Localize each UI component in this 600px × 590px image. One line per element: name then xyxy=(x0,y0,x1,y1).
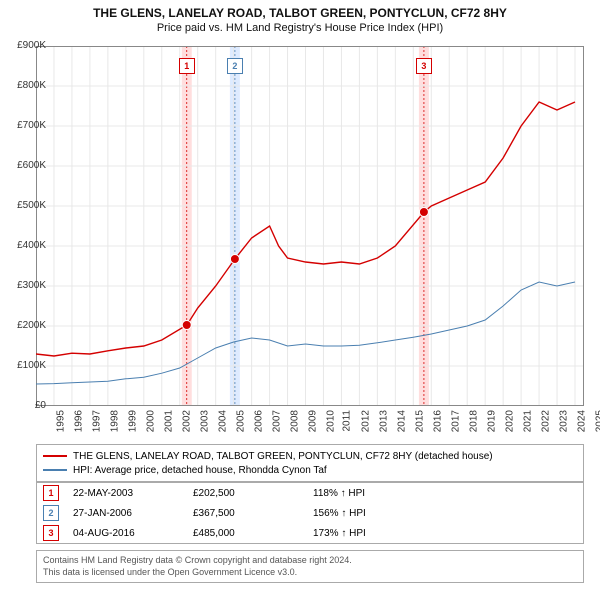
price-chart xyxy=(36,46,584,406)
x-tick-label: 2019 xyxy=(486,410,497,432)
x-tick-label: 2022 xyxy=(540,410,551,432)
legend-swatch xyxy=(43,469,67,471)
x-tick-label: 2023 xyxy=(558,410,569,432)
x-tick-label: 1998 xyxy=(109,410,120,432)
x-tick-label: 2017 xyxy=(451,410,462,432)
table-date: 27-JAN-2006 xyxy=(73,508,193,519)
table-marker-badge: 2 xyxy=(43,505,59,521)
x-tick-label: 2015 xyxy=(415,410,426,432)
plot-area xyxy=(36,46,584,406)
attribution-footer: Contains HM Land Registry data © Crown c… xyxy=(36,550,584,583)
x-tick-label: 2000 xyxy=(145,410,156,432)
y-tick-label: £700K xyxy=(17,120,46,131)
x-tick-label: 2012 xyxy=(361,410,372,432)
table-pct: 173% ↑ HPI xyxy=(313,528,463,539)
transaction-table: 1 22-MAY-2003£202,500118% ↑ HPI 2 27-JAN-20… xyxy=(36,482,584,544)
table-pct: 118% ↑ HPI xyxy=(313,488,463,499)
legend-row: THE GLENS, LANELAY ROAD, TALBOT GREEN, P… xyxy=(43,449,577,463)
x-tick-label: 2001 xyxy=(163,410,174,432)
legend-label: HPI: Average price, detached house, Rhon… xyxy=(73,465,327,476)
legend: THE GLENS, LANELAY ROAD, TALBOT GREEN, P… xyxy=(36,444,584,482)
x-tick-label: 1996 xyxy=(73,410,84,432)
y-tick-label: £100K xyxy=(17,360,46,371)
table-row: 2 27-JAN-2006£367,500156% ↑ HPI xyxy=(37,503,583,523)
x-tick-label: 2006 xyxy=(253,410,264,432)
y-tick-label: £800K xyxy=(17,80,46,91)
x-tick-label: 1995 xyxy=(55,410,66,432)
y-tick-label: £600K xyxy=(17,160,46,171)
table-row: 1 22-MAY-2003£202,500118% ↑ HPI xyxy=(37,483,583,503)
transaction-marker-badge: 2 xyxy=(227,58,243,74)
legend-label: THE GLENS, LANELAY ROAD, TALBOT GREEN, P… xyxy=(73,451,493,462)
x-tick-label: 2010 xyxy=(325,410,336,432)
y-tick-label: £200K xyxy=(17,320,46,331)
x-tick-label: 2016 xyxy=(433,410,444,432)
x-tick-label: 2007 xyxy=(271,410,282,432)
y-tick-label: £400K xyxy=(17,240,46,251)
y-tick-label: £500K xyxy=(17,200,46,211)
chart-title: THE GLENS, LANELAY ROAD, TALBOT GREEN, P… xyxy=(0,6,600,20)
x-tick-label: 2009 xyxy=(307,410,318,432)
table-date: 22-MAY-2003 xyxy=(73,488,193,499)
x-tick-label: 2018 xyxy=(468,410,479,432)
legend-row: HPI: Average price, detached house, Rhon… xyxy=(43,463,577,477)
y-tick-label: £0 xyxy=(35,400,46,411)
footer-line-1: Contains HM Land Registry data © Crown c… xyxy=(43,555,577,567)
x-tick-label: 2003 xyxy=(199,410,210,432)
table-date: 04-AUG-2016 xyxy=(73,528,193,539)
table-price: £485,000 xyxy=(193,528,313,539)
y-tick-label: £300K xyxy=(17,280,46,291)
table-pct: 156% ↑ HPI xyxy=(313,508,463,519)
x-tick-label: 2005 xyxy=(235,410,246,432)
x-tick-label: 2025 xyxy=(594,410,600,432)
table-marker-badge: 1 xyxy=(43,485,59,501)
x-tick-label: 2013 xyxy=(379,410,390,432)
table-price: £202,500 xyxy=(193,488,313,499)
x-tick-label: 2008 xyxy=(289,410,300,432)
chart-subtitle: Price paid vs. HM Land Registry's House … xyxy=(0,22,600,34)
transaction-marker-badge: 1 xyxy=(179,58,195,74)
y-tick-label: £900K xyxy=(17,40,46,51)
x-tick-label: 2014 xyxy=(397,410,408,432)
transaction-marker-badge: 3 xyxy=(416,58,432,74)
x-tick-label: 1999 xyxy=(127,410,138,432)
page: THE GLENS, LANELAY ROAD, TALBOT GREEN, P… xyxy=(0,0,600,590)
table-marker-badge: 3 xyxy=(43,525,59,541)
table-price: £367,500 xyxy=(193,508,313,519)
x-tick-label: 2011 xyxy=(342,410,353,432)
footer-line-2: This data is licensed under the Open Gov… xyxy=(43,567,577,579)
x-tick-label: 2021 xyxy=(522,410,533,432)
x-tick-label: 2020 xyxy=(504,410,515,432)
x-tick-label: 2024 xyxy=(576,410,587,432)
x-tick-label: 1997 xyxy=(91,410,102,432)
legend-swatch xyxy=(43,455,67,457)
x-tick-label: 2002 xyxy=(181,410,192,432)
table-row: 3 04-AUG-2016£485,000173% ↑ HPI xyxy=(37,523,583,543)
x-tick-label: 2004 xyxy=(217,410,228,432)
